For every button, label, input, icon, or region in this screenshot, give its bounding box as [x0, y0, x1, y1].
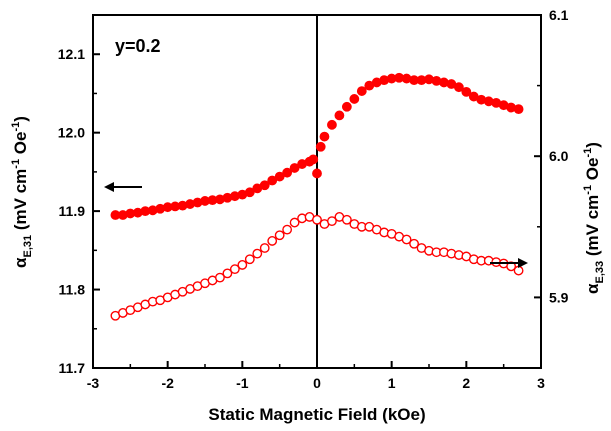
- filled-data-point: [327, 119, 337, 130]
- y-right-tick-label: 6.0: [549, 148, 569, 164]
- y-left-tick-label: 11.7: [59, 360, 86, 376]
- open-data-point: [267, 236, 278, 246]
- filled-data-point: [513, 104, 524, 115]
- open-data-point: [237, 260, 248, 270]
- y-right-tick-label: 6.1: [549, 7, 569, 23]
- filled-data-point: [349, 94, 360, 104]
- left-arrow: [104, 182, 142, 192]
- x-tick-label: -1: [236, 375, 249, 391]
- right-y-axis-ticks: 5.9 6.0 6.1: [534, 7, 569, 369]
- right-arrow: [490, 258, 528, 268]
- x-tick-label: -3: [87, 375, 100, 391]
- open-data-point: [259, 243, 270, 253]
- open-data-point: [401, 234, 412, 245]
- open-data-point: [252, 248, 263, 259]
- left-y-axis-label: αE,31 (mV cm-1 Oe-1): [10, 116, 34, 268]
- open-data-point: [274, 230, 285, 241]
- series-open-points: [110, 212, 524, 321]
- filled-data-point: [308, 154, 319, 165]
- open-data-point: [327, 216, 337, 227]
- filled-data-point: [334, 110, 345, 121]
- open-data-point: [409, 238, 419, 249]
- filled-data-point: [267, 175, 278, 186]
- y-left-tick-label: 12.0: [58, 125, 85, 141]
- filled-data-point: [461, 86, 472, 97]
- filled-data-point: [341, 101, 352, 112]
- right-y-axis-label: αE,33 (mV cm-1 Oe-1): [582, 142, 606, 294]
- x-tick-label: 2: [462, 375, 470, 391]
- left-y-axis-ticks: 11.7 11.8 11.9 12.0 12.1: [58, 46, 100, 376]
- filled-data-point: [259, 180, 270, 191]
- filled-data-point: [274, 171, 285, 182]
- y-left-tick-label: 11.8: [59, 282, 86, 298]
- y-left-tick-label: 11.9: [59, 203, 86, 219]
- open-data-point: [244, 254, 255, 265]
- filled-data-point: [356, 86, 367, 96]
- x-tick-label: 1: [388, 375, 396, 391]
- filled-data-point: [289, 163, 300, 173]
- open-data-point: [341, 214, 352, 225]
- filled-data-point: [244, 187, 255, 198]
- series-filled-points: [110, 72, 524, 220]
- filled-data-point: [319, 131, 330, 142]
- open-data-point: [282, 224, 293, 235]
- open-data-point: [222, 268, 233, 279]
- x-tick-label: 0: [313, 375, 321, 391]
- open-data-point: [229, 264, 240, 275]
- filled-data-point: [282, 167, 293, 178]
- x-tick-label: 3: [537, 375, 545, 391]
- y-left-tick-label: 12.1: [58, 46, 85, 62]
- open-data-point: [289, 217, 300, 228]
- x-axis-ticks: -3 -2 -1 0 1 2 3: [87, 361, 545, 391]
- composition-annotation: y=0.2: [115, 36, 161, 56]
- y-right-tick-label: 5.9: [549, 289, 569, 305]
- filled-data-point: [315, 141, 326, 152]
- x-tick-label: -2: [161, 375, 174, 391]
- filled-data-point: [312, 168, 322, 179]
- x-axis-label: Static Magnetic Field (kOe): [208, 405, 425, 424]
- open-data-point: [312, 214, 322, 225]
- open-data-point: [215, 272, 225, 283]
- filled-data-point: [453, 82, 464, 93]
